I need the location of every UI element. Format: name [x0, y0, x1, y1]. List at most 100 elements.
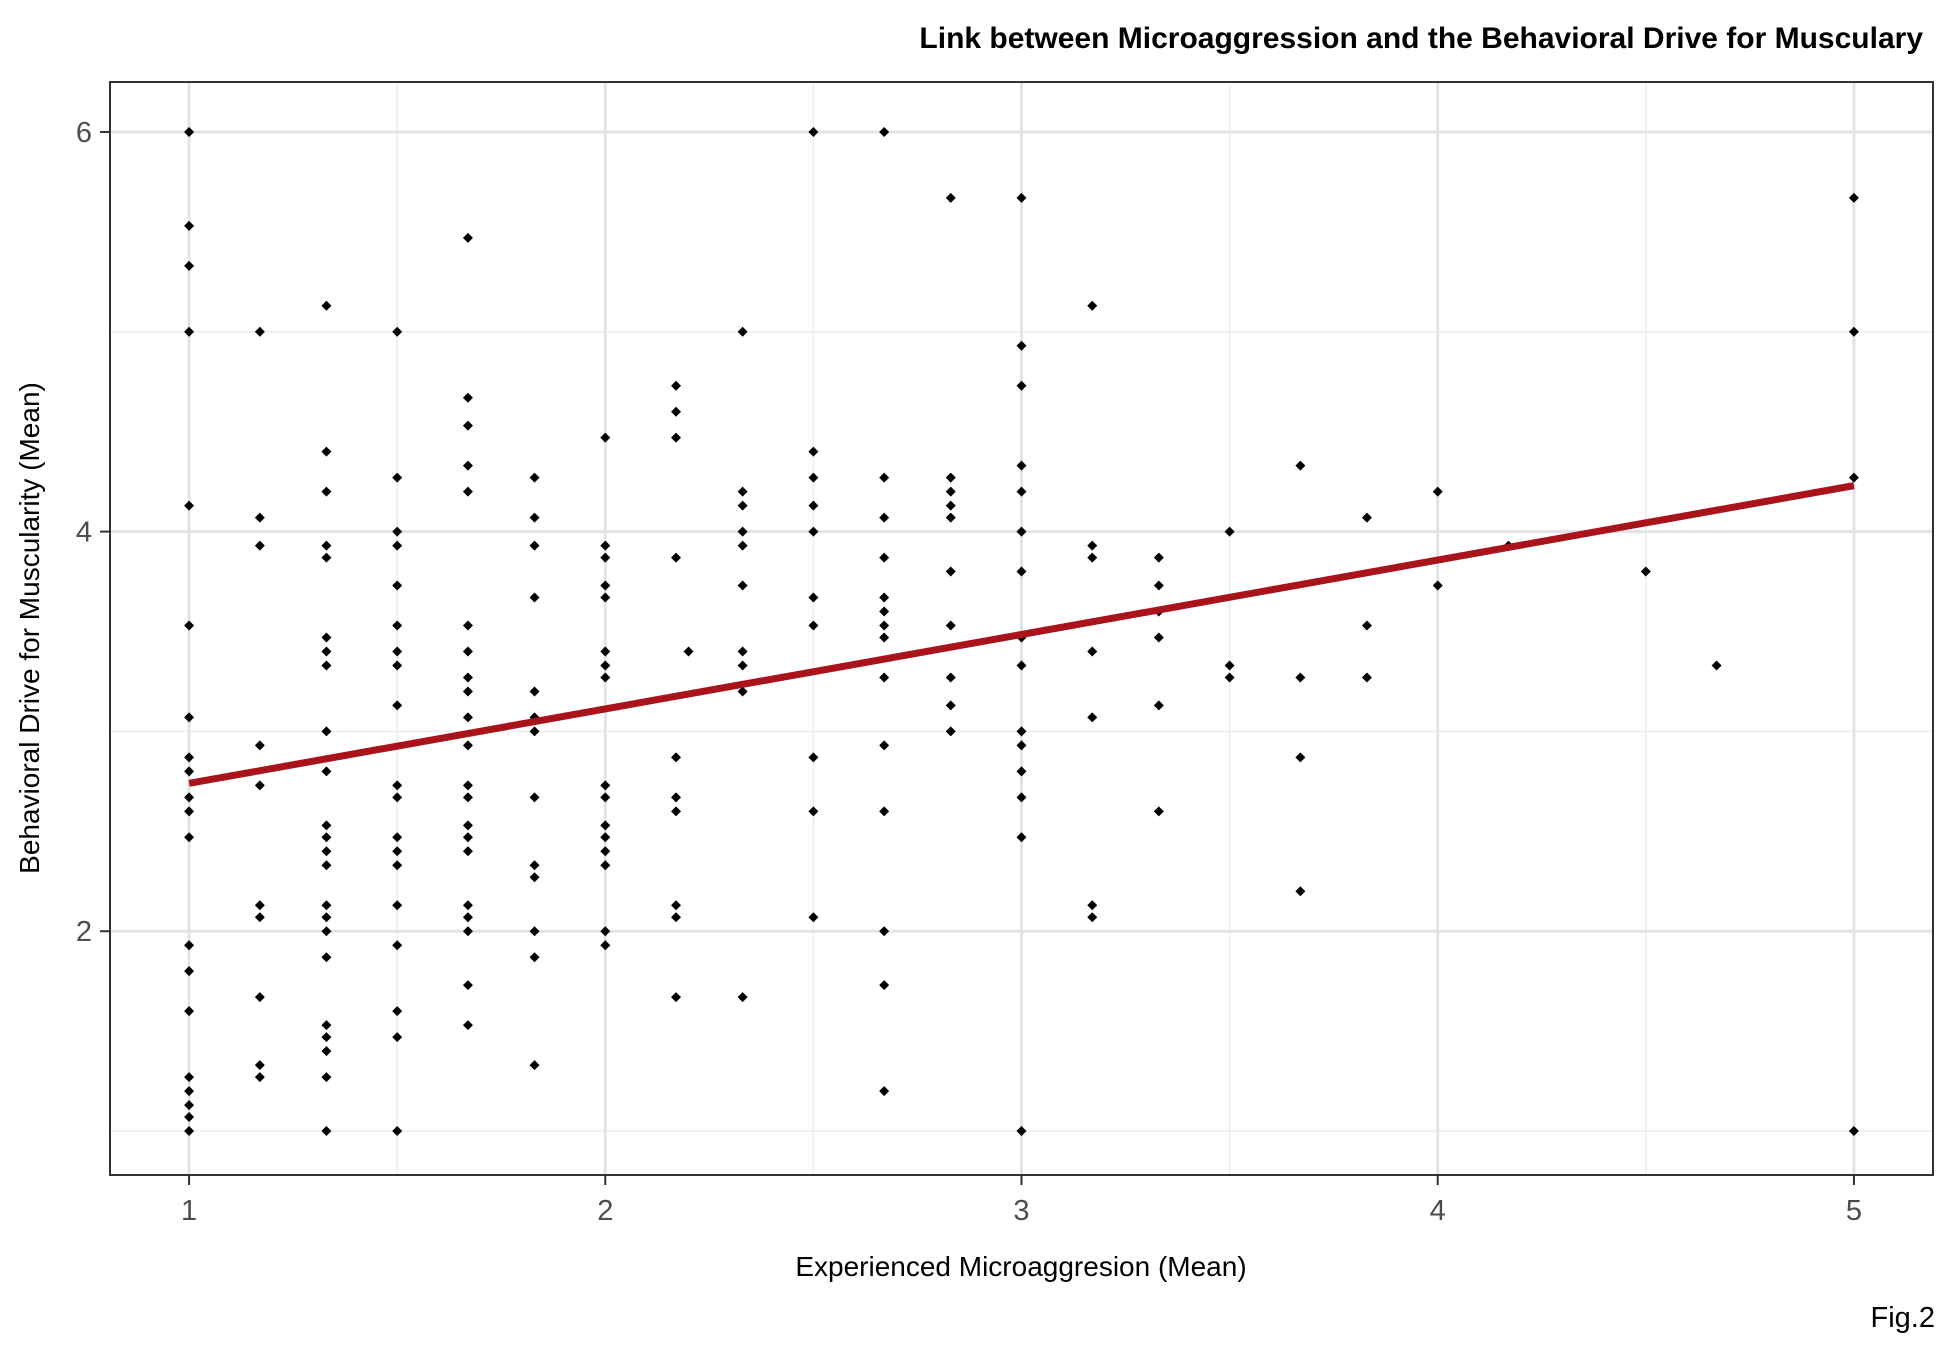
data-point [671, 792, 682, 803]
regression-line [188, 482, 1855, 787]
y-tick-label: 2 [76, 916, 92, 948]
figure-caption: Fig.2 [1871, 1302, 1935, 1334]
data-point [1153, 632, 1164, 643]
data-point [1016, 766, 1027, 777]
data-point [184, 966, 195, 977]
data-point [945, 472, 956, 483]
data-point [529, 472, 540, 483]
data-point [737, 580, 748, 591]
data-point [392, 526, 403, 537]
data-point [945, 486, 956, 497]
data-point [392, 1126, 403, 1137]
data-point [1087, 540, 1098, 551]
data-point [392, 940, 403, 951]
data-point [462, 460, 473, 471]
data-point [321, 1020, 332, 1031]
data-point [737, 686, 748, 697]
data-point [1224, 672, 1235, 683]
data-point [671, 806, 682, 817]
chart-title: Link between Microaggression and the Beh… [919, 22, 1923, 55]
data-point [1087, 900, 1098, 911]
data-point [600, 580, 611, 591]
data-point [1087, 646, 1098, 657]
data-point [1016, 486, 1027, 497]
data-point [879, 980, 890, 991]
data-point [600, 592, 611, 603]
data-point [184, 752, 195, 763]
data-point [392, 780, 403, 791]
data-point [529, 952, 540, 963]
data-point [737, 526, 748, 537]
data-point [879, 740, 890, 751]
data-point [392, 860, 403, 871]
y-tick-label: 4 [76, 517, 92, 549]
data-point [671, 432, 682, 443]
data-point [321, 632, 332, 643]
data-point [671, 752, 682, 763]
data-point [321, 552, 332, 563]
data-point [1153, 700, 1164, 711]
data-point [1016, 192, 1027, 203]
data-point [671, 406, 682, 417]
data-point [671, 900, 682, 911]
data-point [462, 912, 473, 923]
data-point [737, 646, 748, 657]
data-point [879, 472, 890, 483]
data-point [184, 806, 195, 817]
data-point [879, 926, 890, 937]
data-point [462, 832, 473, 843]
data-point [1016, 340, 1027, 351]
data-point [254, 1072, 265, 1083]
x-tick-label: 3 [1013, 1195, 1029, 1227]
data-point [392, 792, 403, 803]
data-point [462, 900, 473, 911]
data-point [392, 832, 403, 843]
data-point [529, 1060, 540, 1071]
data-point [808, 526, 819, 537]
data-point [737, 660, 748, 671]
data-point [1295, 672, 1306, 683]
data-point [671, 380, 682, 391]
data-point [1153, 552, 1164, 563]
data-point [529, 726, 540, 737]
data-point [392, 660, 403, 671]
data-point [1016, 1126, 1027, 1137]
data-point [600, 860, 611, 871]
data-point [321, 540, 332, 551]
data-point [392, 700, 403, 711]
data-point [1016, 526, 1027, 537]
data-point [462, 420, 473, 431]
data-point [462, 686, 473, 697]
data-point [879, 552, 890, 563]
data-point [600, 820, 611, 831]
data-point [321, 1046, 332, 1057]
data-point [1295, 886, 1306, 897]
data-point [671, 552, 682, 563]
data-point [808, 592, 819, 603]
y-tick-label: 6 [76, 117, 92, 149]
data-point [184, 1072, 195, 1083]
data-point [321, 846, 332, 857]
data-point [321, 1126, 332, 1137]
data-point [808, 446, 819, 457]
data-point [462, 780, 473, 791]
data-point [321, 646, 332, 657]
data-point [1016, 792, 1027, 803]
data-point [254, 900, 265, 911]
data-point [184, 712, 195, 723]
data-point [808, 752, 819, 763]
x-tick-label: 5 [1846, 1195, 1862, 1227]
data-point [184, 940, 195, 951]
data-point [737, 540, 748, 551]
data-point [808, 620, 819, 631]
data-point [462, 926, 473, 937]
data-point [808, 912, 819, 923]
data-point [1848, 192, 1859, 203]
data-point [737, 486, 748, 497]
data-point [529, 686, 540, 697]
data-point [945, 700, 956, 711]
data-point [1224, 660, 1235, 671]
data-point [600, 646, 611, 657]
data-point [462, 846, 473, 857]
